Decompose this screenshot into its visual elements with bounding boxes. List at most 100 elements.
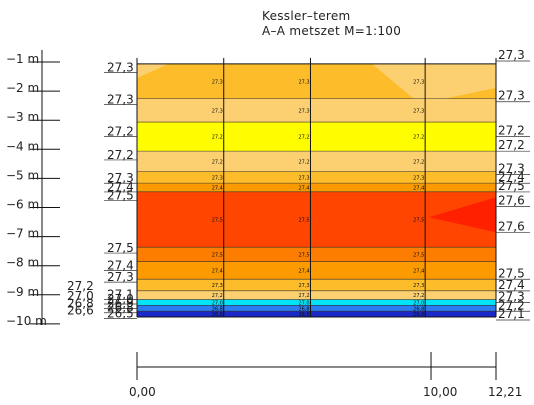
inline-value-label: 27,0 [298, 300, 309, 306]
inline-value-label: 27,2 [413, 293, 424, 299]
inline-value-label: 27,3 [413, 283, 424, 289]
inline-value-label: 27,3 [298, 175, 309, 181]
hot-region [429, 197, 496, 233]
contour-band-corner [372, 63, 496, 104]
contour-value-label: 27,2 [107, 148, 134, 162]
contour-value-label: 27,6 [498, 194, 525, 208]
contour-value-label: 27,3 [107, 171, 134, 185]
inline-value-label: 26,6 [212, 312, 223, 318]
inline-value-label: 27,4 [298, 185, 309, 191]
contour-value-label: 27,3 [107, 93, 134, 107]
contour-value-label: 27,5 [107, 241, 134, 255]
depth-tick-label: −9 m [6, 285, 39, 299]
inline-value-label: 26,6 [298, 312, 309, 318]
contour-plot-area: 27,3 27,3 27,3 27,3 27,3 27,3 27,2 27,2 27,2 27,2… [136, 57, 497, 318]
contour-band [137, 305, 496, 312]
inline-value-label: 27,2 [212, 293, 223, 299]
contour-value-label: 27,5 [107, 189, 134, 203]
inline-value-label: 27,3 [212, 283, 223, 289]
contour-value-label: 27,1 [498, 307, 525, 321]
inline-value-label: 26,8 [413, 306, 424, 312]
contour-value-label: 26,5 [107, 307, 134, 321]
contour-value-label: 27,0 [67, 289, 94, 303]
depth-tick-label: −2 m [6, 81, 39, 95]
inline-value-label: 27,5 [413, 218, 424, 224]
x-tick-label: 10,00 [423, 385, 457, 399]
depth-tick-label: −1 m [6, 52, 39, 66]
inline-value-label: 27,5 [212, 218, 223, 224]
inline-value-label: 27,3 [212, 108, 223, 114]
depth-tick-label: −5 m [6, 168, 39, 182]
inline-value-label: 27,5 [298, 252, 309, 258]
contour-value-label: 26,6 [67, 304, 94, 318]
inline-value-label: 27,5 [298, 218, 309, 224]
contour-value-label: 27,4 [107, 259, 134, 273]
contour-band [137, 261, 496, 280]
contour-band [137, 191, 496, 248]
contour-value-label: 27,4 [498, 170, 525, 184]
depth-tick-label: −7 m [6, 227, 39, 241]
contour-band [137, 98, 496, 123]
x-tick-label: 0,00 [129, 385, 156, 399]
inline-value-label: 26,6 [413, 312, 424, 318]
contour-value-label: 26,8 [107, 301, 134, 315]
contour-value-label: 27,6 [498, 220, 525, 234]
inline-value-label: 27,0 [212, 300, 223, 306]
contour-value-label: 27,3 [498, 48, 525, 62]
inline-value-label: 27,2 [298, 159, 309, 165]
inline-value-label: 27,4 [413, 268, 424, 274]
inline-value-label: 27,3 [413, 175, 424, 181]
inline-value-label: 27,3 [298, 108, 309, 114]
inline-value-label: 27,3 [413, 108, 424, 114]
inline-value-label: 27,0 [413, 300, 424, 306]
contour-value-label: 27,2 [67, 279, 94, 293]
contour-value-label: 27,4 [107, 180, 134, 194]
contour-value-label: 27,5 [498, 266, 525, 280]
contour-value-label: 27,2 [498, 138, 525, 152]
inline-value-label: 27,3 [413, 79, 424, 85]
contour-value-label: 27,5 [498, 179, 525, 193]
contour-band [137, 311, 496, 317]
depth-tick-label: −3 m [6, 110, 39, 124]
contour-band-corner [137, 63, 169, 78]
contour-value-label: 26,9 [107, 296, 134, 310]
inline-value-label: 27,4 [413, 185, 424, 191]
inline-value-label: 27,3 [298, 283, 309, 289]
left-contour-labels: 27,327,327,227,227,327,427,527,527,427,3… [67, 61, 137, 321]
depth-tick-label: −4 m [6, 139, 39, 153]
contour-value-label: 27,0 [107, 292, 134, 306]
contour-value-label: 27,4 [498, 278, 525, 292]
chart-subtitle: A–A metszet M=1:100 [262, 24, 401, 38]
depth-tick-label: −6 m [6, 198, 39, 212]
inline-value-label: 27,4 [298, 268, 309, 274]
inline-value-label: 27,2 [212, 135, 223, 141]
contour-value-label: 27,3 [498, 290, 525, 304]
contour-band [137, 151, 496, 172]
inline-value-label: 27,3 [298, 79, 309, 85]
contour-band [137, 122, 496, 152]
inline-value-label: 27,3 [212, 79, 223, 85]
contour-value-label: 27,2 [498, 124, 525, 138]
x-axis: 0,00 10,00 12,21 [129, 352, 522, 399]
depth-tick-label: −8 m [6, 256, 39, 270]
inline-value-label: 27,4 [212, 268, 223, 274]
depth-tick-label: −10 m [6, 314, 47, 328]
inline-value-label: 27,2 [212, 159, 223, 165]
contour-value-label: 27,2 [498, 298, 525, 312]
contour-band [137, 183, 496, 192]
contour-value-label: 27,2 [107, 125, 134, 139]
depth-axis: −1 m −2 m −3 m −4 m −5 m −6 m −7 m −8 m −9 m −10 … [6, 50, 60, 328]
right-contour-labels: 27,327,327,227,227,327,427,527,627,627,5… [496, 48, 530, 321]
inline-value-label: 27,2 [413, 135, 424, 141]
chart-title: Kessler–terem [262, 9, 351, 23]
contour-value-label: 27,3 [498, 89, 525, 103]
inline-value-label: 27,2 [298, 135, 309, 141]
contour-band [137, 279, 496, 291]
inline-value-label: 26,8 [298, 306, 309, 312]
contour-value-label: 27,3 [498, 161, 525, 175]
contour-value-label: 27,3 [107, 270, 134, 284]
contour-band [137, 171, 496, 184]
contour-value-label: 26,8 [67, 296, 94, 310]
contour-band [137, 299, 496, 306]
inline-value-label: 27,2 [413, 159, 424, 165]
